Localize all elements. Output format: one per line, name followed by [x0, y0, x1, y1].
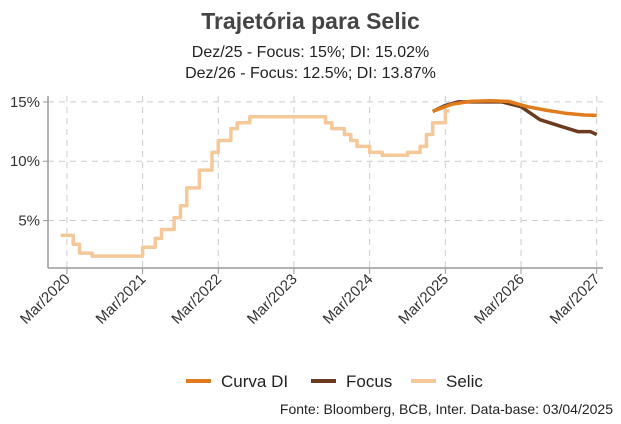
x-tick-label: Mar/2022	[168, 271, 225, 328]
y-tick-label: 10%	[10, 153, 40, 170]
x-tick-labels: Mar/2020 Mar/2021 Mar/2022 Mar/2023 Mar/2024…	[17, 271, 604, 328]
y-tick-label: 5%	[18, 213, 40, 230]
x-tick-label: Mar/2023	[244, 271, 301, 328]
legend-label-selic: Selic	[446, 372, 483, 391]
x-tick-label: Mar/2026	[471, 271, 528, 328]
axes	[43, 96, 603, 274]
legend-label-curva-di: Curva DI	[221, 372, 288, 391]
source-note: Fonte: Bloomberg, BCB, Inter. Data-base:…	[279, 401, 613, 417]
series-line-focus	[431, 100, 598, 137]
x-tick-label: Mar/2024	[320, 271, 377, 328]
chart-subtitle-line-1: Dez/25 - Focus: 15%; DI: 15.02%	[191, 44, 430, 61]
y-tick-labels: 5% 10% 15%	[10, 94, 40, 230]
legend-label-focus: Focus	[346, 372, 392, 391]
legend: Curva DI Focus Selic	[186, 372, 483, 391]
series-line-selic	[60, 109, 450, 258]
chart-subtitle-line-2: Dez/26 - Focus: 12.5%; DI: 13.87%	[185, 65, 436, 82]
x-tick-label: Mar/2021	[93, 271, 150, 328]
x-tick-label: Mar/2025	[395, 271, 452, 328]
chart-title: Trajetória para Selic	[201, 8, 420, 34]
series-line-curva-di	[432, 98, 597, 118]
x-tick-label: Mar/2020	[17, 271, 74, 328]
series-lines	[60, 98, 598, 258]
y-tick-label: 15%	[10, 94, 40, 111]
x-tick-label: Mar/2027	[547, 271, 604, 328]
